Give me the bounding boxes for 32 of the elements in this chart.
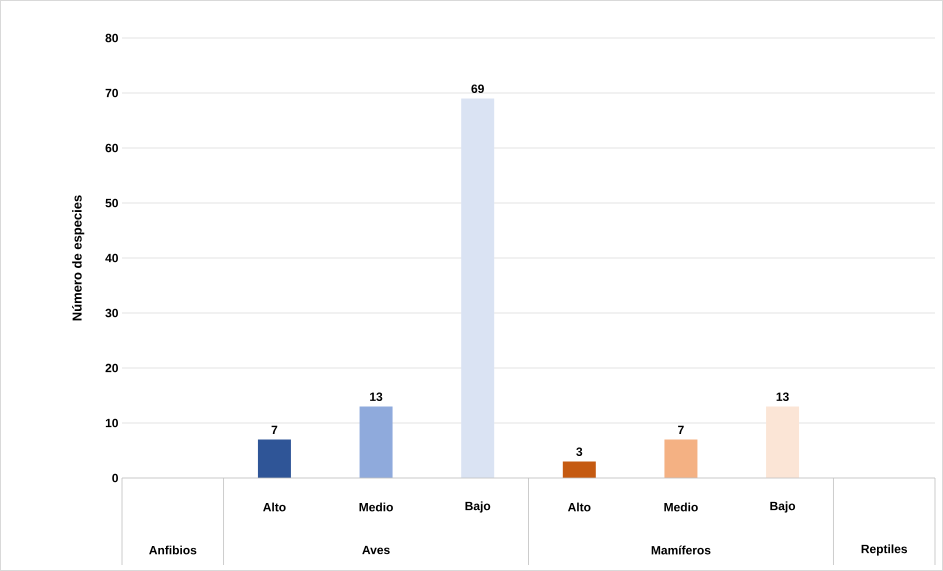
x-tick-label: Alto bbox=[263, 502, 286, 512]
data-label: 7 bbox=[272, 426, 278, 434]
y-tick-label: 20 bbox=[106, 364, 118, 372]
x-tick-label: Bajo bbox=[465, 501, 490, 513]
y-tick-label: 40 bbox=[105, 254, 118, 262]
bar bbox=[461, 98, 494, 478]
text: Mamíferos bbox=[652, 546, 710, 554]
data-label: 13 bbox=[776, 392, 789, 401]
y-tick-label: 0 bbox=[112, 474, 118, 482]
text: Anfibios bbox=[149, 546, 196, 554]
data-label: 69 bbox=[471, 84, 484, 93]
y-tick-label: 80 bbox=[105, 34, 118, 42]
y-tick-label: 30 bbox=[105, 308, 118, 318]
x-tick-label: Bajo bbox=[770, 501, 796, 513]
x-tick-label: Medio bbox=[664, 502, 698, 512]
data-label: 7 bbox=[678, 426, 684, 434]
x-tick-label: Alto bbox=[568, 502, 590, 512]
y-tick-label: 60 bbox=[106, 144, 118, 152]
data-label: 13 bbox=[370, 392, 382, 401]
bar bbox=[664, 440, 698, 478]
y-tick-label: 10 bbox=[106, 418, 118, 428]
bar bbox=[562, 462, 596, 478]
data-label: 3 bbox=[576, 447, 582, 456]
y-tick-label: 50 bbox=[105, 198, 118, 208]
text: Reptiles bbox=[862, 544, 908, 556]
x-tick-label: Medio bbox=[360, 502, 393, 512]
y-axis-title: Número de especies bbox=[72, 195, 84, 320]
bar bbox=[258, 440, 291, 478]
y-tick-label: 70 bbox=[106, 88, 118, 98]
text: Aves bbox=[362, 546, 390, 554]
bar bbox=[360, 406, 393, 478]
bar bbox=[766, 406, 800, 478]
